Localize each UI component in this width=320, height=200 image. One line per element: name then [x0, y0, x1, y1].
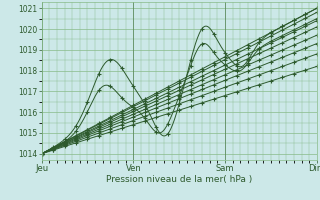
X-axis label: Pression niveau de la mer( hPa ): Pression niveau de la mer( hPa ): [106, 175, 252, 184]
